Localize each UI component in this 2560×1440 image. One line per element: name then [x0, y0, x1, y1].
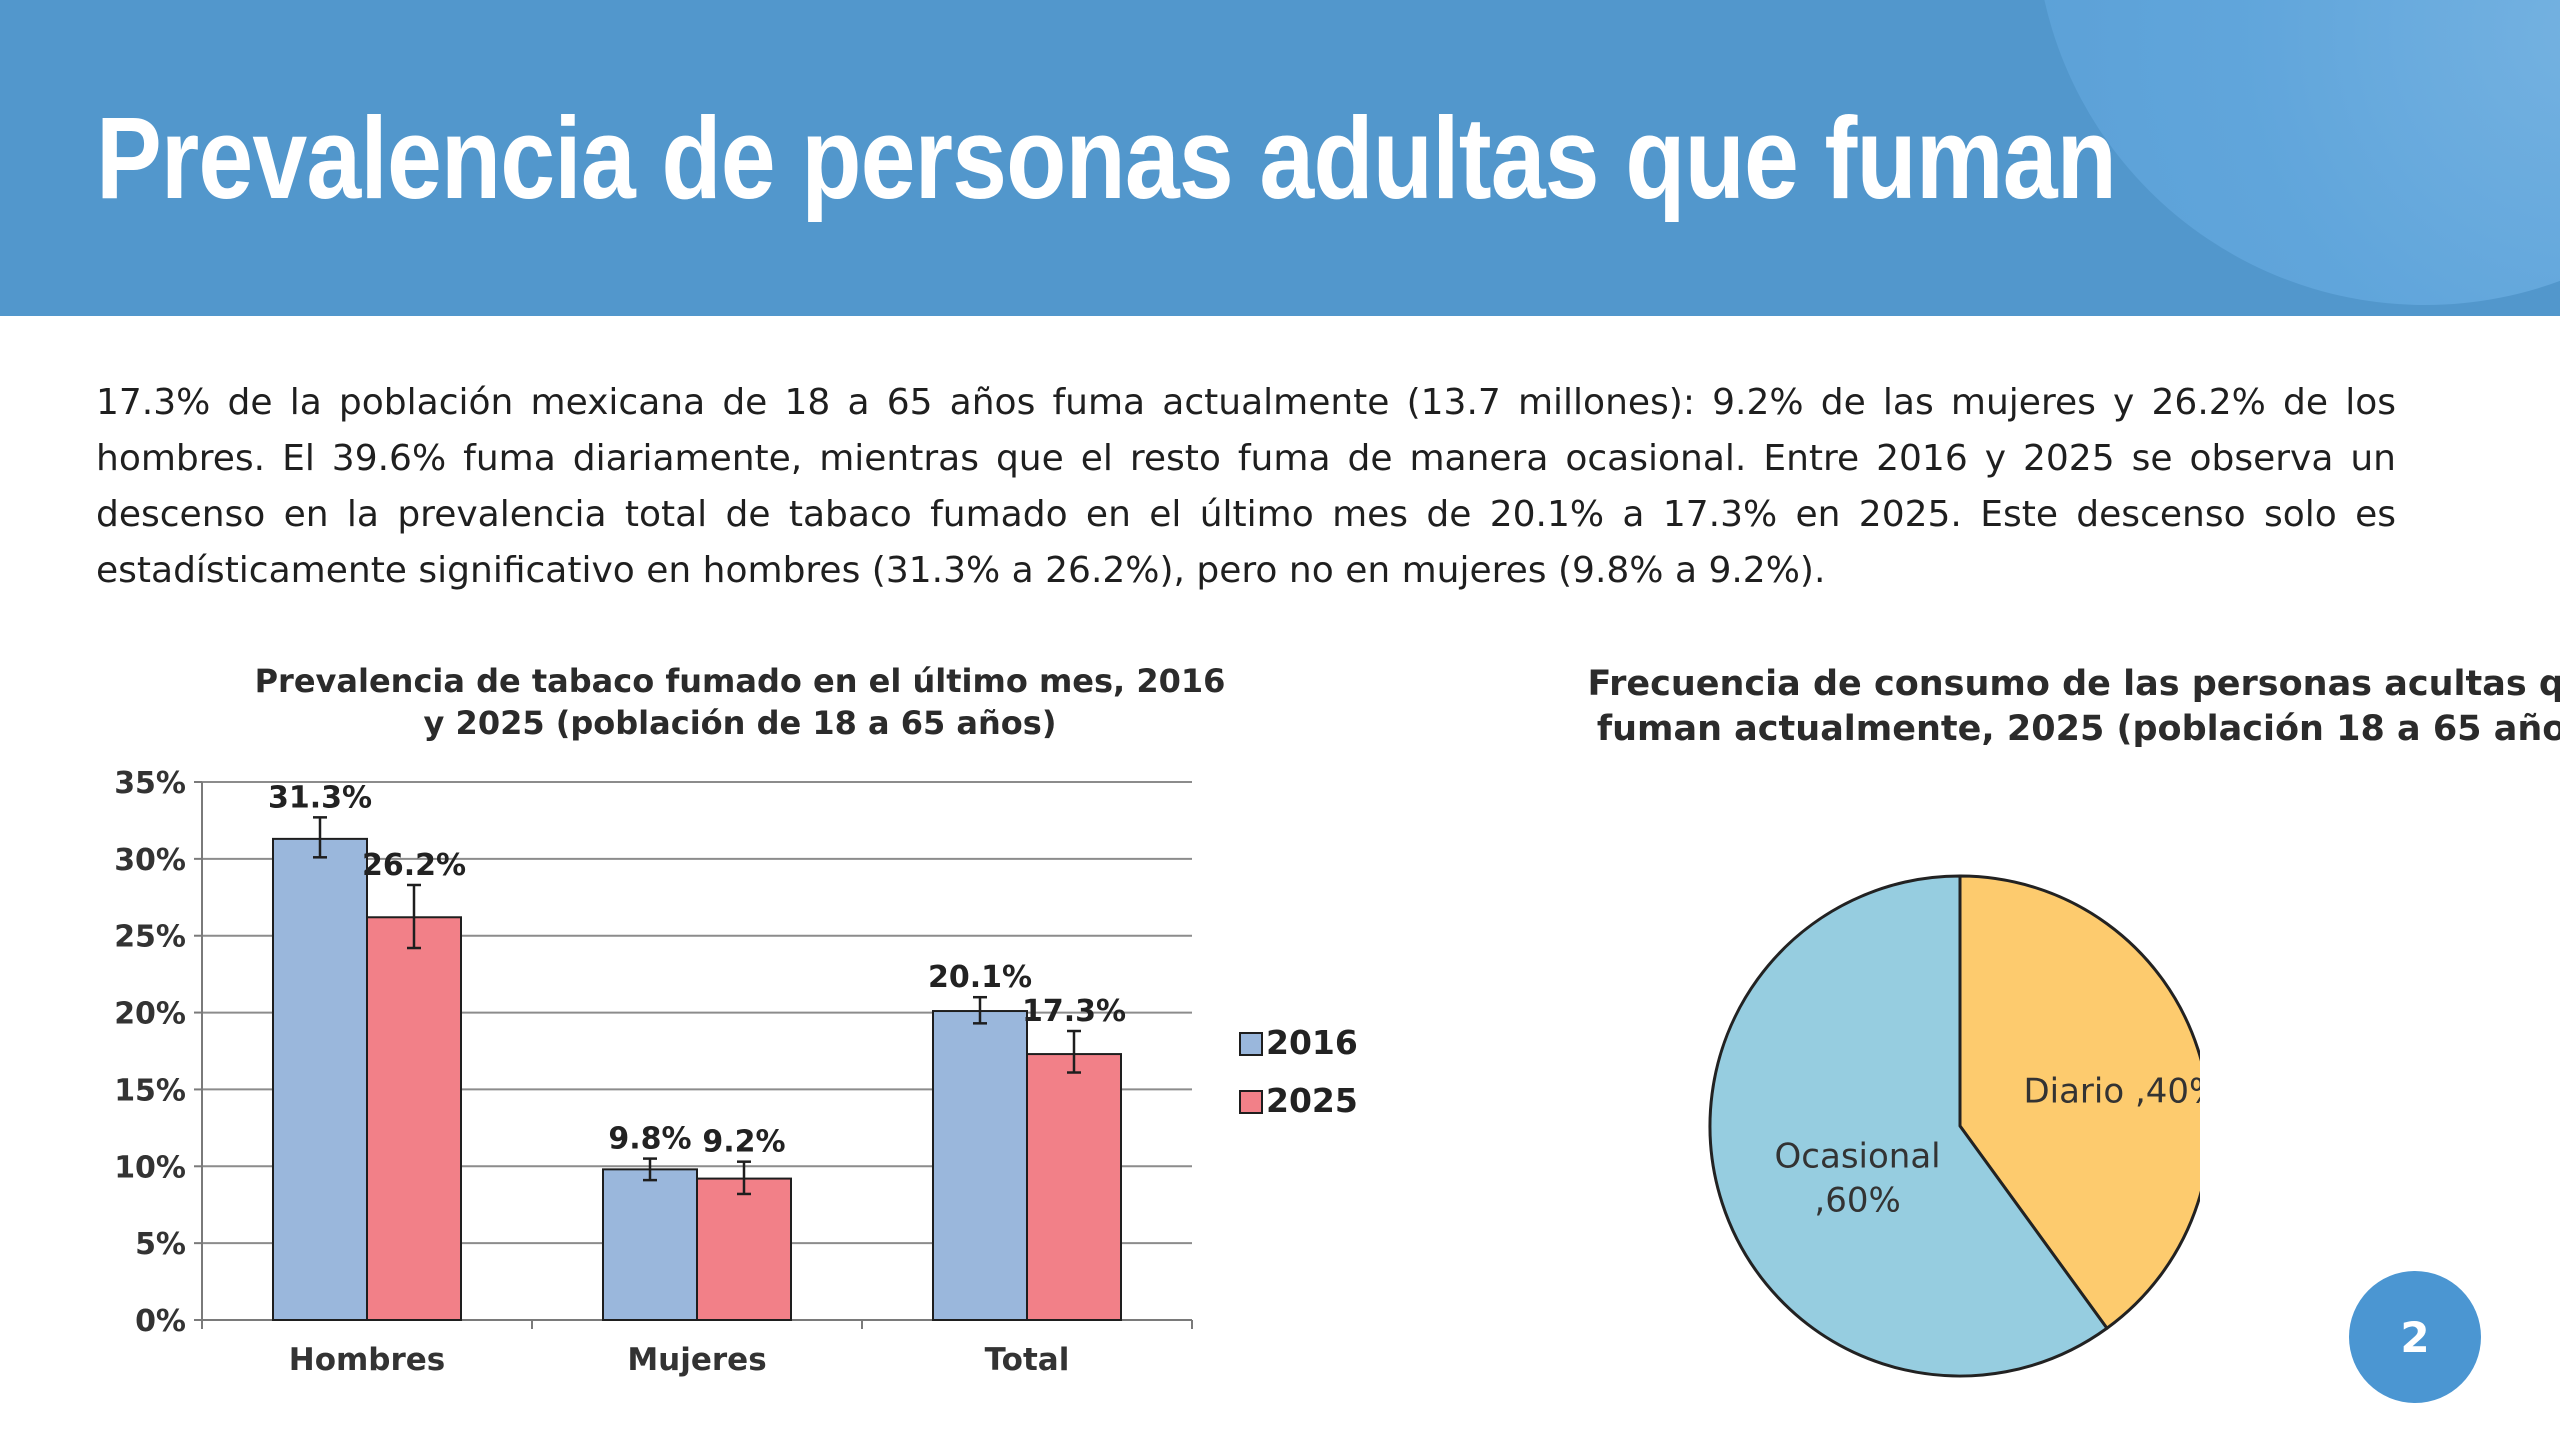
pie-chart-title: Frecuencia de consumo de las personas ac…: [1587, 664, 2560, 749]
pie-label-ocasional: Ocasional: [1775, 1137, 1941, 1177]
bar-2016-mujeres: [602, 1168, 698, 1321]
legend-swatch-2025: [1239, 1090, 1263, 1114]
y-tick-label: 15%: [114, 1073, 186, 1108]
pie-label-diario: Diario ,40%: [2023, 1071, 2200, 1111]
bar-chart-title: Prevalencia de tabaco fumado en el últim…: [254, 662, 1226, 742]
data-label: 17.3%: [1022, 994, 1126, 1029]
bar-2025-total: [1026, 1053, 1122, 1321]
bar-2025-hombres: [366, 916, 462, 1321]
y-tick-label: 10%: [114, 1150, 186, 1185]
pie-label-value: ,60%: [1814, 1181, 1900, 1221]
bar-2016-hombres: [272, 837, 368, 1321]
y-tick-label: 5%: [135, 1227, 186, 1262]
x-tick-label: Mujeres: [627, 1342, 766, 1378]
data-label: 26.2%: [362, 848, 466, 883]
legend-swatch-2016: [1239, 1032, 1263, 1056]
pie-slice-ocasional: [1708, 874, 2109, 1378]
y-tick-label: 30%: [114, 843, 186, 878]
bar-2025-mujeres: [696, 1177, 792, 1321]
page-title: Prevalencia de personas adultas que fuma…: [96, 93, 2117, 223]
data-label: 31.3%: [268, 780, 372, 815]
y-tick-label: 25%: [114, 920, 186, 955]
page-number-badge: 2: [2349, 1271, 2481, 1403]
y-tick-label: 0%: [135, 1304, 186, 1339]
pie-chart: Diario ,40% Ocasional,60%: [1708, 874, 2200, 1378]
legend-label-2016: 2016: [1266, 1023, 1358, 1062]
y-tick-label: 20%: [114, 997, 186, 1032]
bar-2016-total: [932, 1010, 1028, 1321]
x-tick-label: Total: [985, 1342, 1070, 1378]
x-tick-label: Hombres: [289, 1342, 446, 1378]
bar-chart: 0% 5% 10% 15% 20% 25% 30% 35% 31.3% 26.2% Hombres 9…: [114, 766, 1358, 1378]
pie-slice-diario: [1958, 874, 2200, 1330]
y-tick-label: 35%: [114, 766, 186, 801]
data-label: 9.2%: [702, 1125, 785, 1160]
legend-label-2025: 2025: [1266, 1081, 1358, 1120]
pie-label-value: ,40%: [2135, 1071, 2200, 1111]
data-label: 20.1%: [928, 960, 1032, 995]
data-label: 9.8%: [608, 1122, 691, 1157]
intro-paragraph: 17.3% de la población mexicana de 18 a 6…: [96, 382, 2396, 591]
header-banner: Prevalencia de personas adultas que fuma…: [0, 0, 2560, 316]
